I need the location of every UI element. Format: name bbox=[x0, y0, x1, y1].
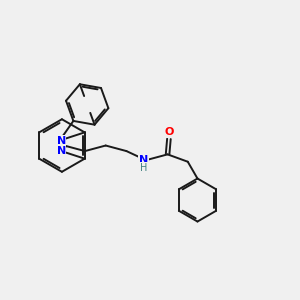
Text: N: N bbox=[56, 136, 66, 146]
Text: O: O bbox=[164, 127, 174, 137]
Text: N: N bbox=[139, 154, 148, 165]
Text: N: N bbox=[56, 146, 66, 156]
Text: H: H bbox=[140, 163, 147, 172]
